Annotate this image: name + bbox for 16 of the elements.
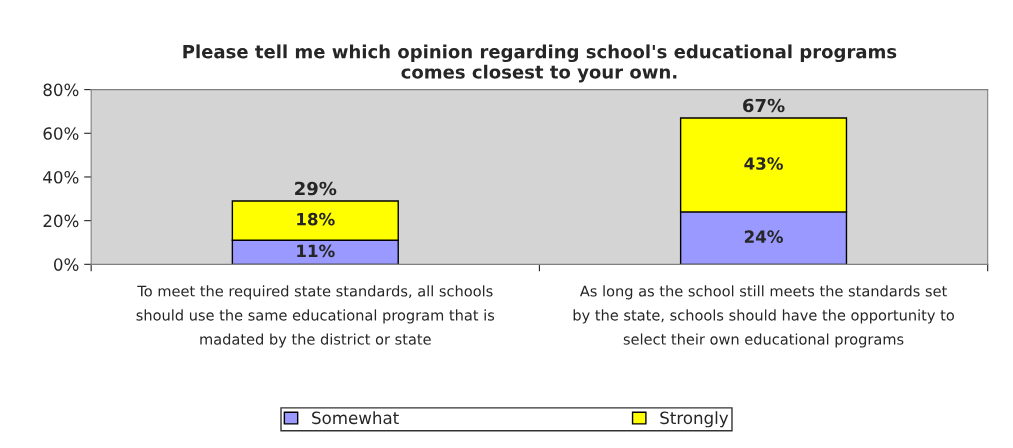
data-label: 24% <box>744 230 783 243</box>
x-tick-label: As long as the school still meets the standards set by the state, schools should have the opportunity to select their own educational programs <box>573 285 954 348</box>
y-tick-label: 20% <box>43 214 79 228</box>
legend-label: Somewhat <box>312 411 399 425</box>
data-label: 11% <box>297 244 335 258</box>
data-label: 18% <box>297 212 335 226</box>
y-tick-label: 40% <box>43 170 79 184</box>
y-tick-label: 80% <box>43 83 79 97</box>
y-tick-label: 60% <box>43 127 79 140</box>
total-label: 67% <box>743 98 785 113</box>
legend-label: Strongly <box>660 411 729 428</box>
chart-title: Please tell me which opinion regarding school's educational programs comes closest to your own. <box>183 44 897 83</box>
x-tick-label: To meet the required state standards, all schools should use the same educational program that is madated by the district or state <box>136 285 495 348</box>
data-label: 43% <box>744 157 783 170</box>
total-label: 29% <box>295 181 337 196</box>
y-tick-label: 0% <box>54 258 79 271</box>
